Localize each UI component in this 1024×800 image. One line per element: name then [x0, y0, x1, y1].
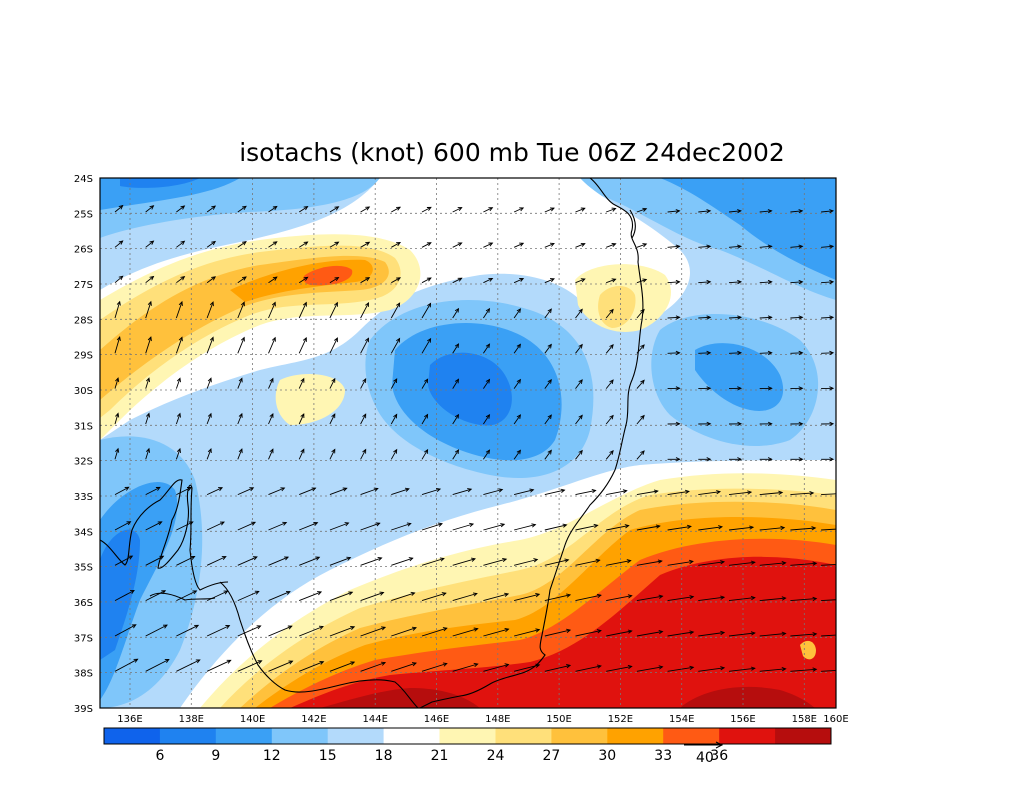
lon-label: 152E [608, 714, 633, 725]
latitude-axis: 24S 25S 26S 27S 28S 29S 30S 31S 32S 33S 34S 35S 36S 3… [74, 174, 93, 715]
graticule [100, 178, 836, 708]
colorbar-swatch [271, 728, 329, 744]
lat-label: 37S [74, 633, 93, 644]
lon-label: 158E [792, 714, 817, 725]
lat-label: 26S [74, 245, 93, 256]
colorbar-swatch [775, 728, 832, 744]
colorbar-label: 21 [431, 748, 449, 764]
lon-label: 136E [117, 714, 142, 725]
lat-label: 27S [74, 280, 93, 291]
lat-label: 25S [74, 209, 93, 220]
colorbar-label: 27 [542, 748, 560, 764]
colorbar-swatch [215, 728, 273, 744]
colorbar-swatch [495, 728, 552, 744]
wind-vectors [114, 204, 836, 672]
colorbar-swatch [719, 728, 776, 744]
colorbar-label: 6 [155, 748, 164, 764]
colorbar-swatch [663, 728, 720, 744]
colorbar-swatch [159, 728, 217, 744]
lat-label: 34S [74, 527, 93, 538]
reference-vector-label: 40 [696, 750, 714, 766]
lat-label: 36S [74, 598, 93, 609]
lon-label: 146E [424, 714, 449, 725]
colorbar-label: 30 [598, 748, 616, 764]
lat-label: 32S [74, 457, 93, 468]
colorbar-swatch [104, 728, 161, 744]
lon-label: 150E [546, 714, 571, 725]
map-title: isotachs (knot) 600 mb Tue 06Z 24dec2002 [239, 138, 785, 167]
lat-label: 33S [74, 492, 93, 503]
lat-label: 35S [74, 563, 93, 574]
colorbar-label: 33 [654, 748, 672, 764]
colorbar-label: 18 [375, 748, 393, 764]
lon-label: 156E [730, 714, 755, 725]
colorbar-label: 36 [710, 748, 728, 764]
colorbar: 6 9 12 15 18 21 24 27 30 33 36 [103, 727, 832, 764]
lat-label: 30S [74, 386, 93, 397]
lon-label: 140E [240, 714, 265, 725]
lon-label: 142E [301, 714, 326, 725]
lat-label: 24S [74, 174, 93, 185]
reference-vector: 40 [684, 741, 724, 766]
colorbar-label: 15 [319, 748, 337, 764]
colorbar-swatch [439, 728, 496, 744]
lat-label: 29S [74, 351, 93, 362]
colorbar-swatch [551, 728, 608, 744]
colorbar-swatch [607, 728, 664, 744]
colorbar-swatch [327, 728, 385, 744]
lon-label: 160E [823, 714, 848, 725]
lat-label: 39S [74, 704, 93, 715]
lat-label: 38S [74, 669, 93, 680]
lon-label: 138E [179, 714, 204, 725]
lon-label: 144E [362, 714, 387, 725]
colorbar-swatch [383, 728, 440, 744]
colorbar-label: 12 [263, 748, 281, 764]
lon-label: 154E [669, 714, 694, 725]
isotach-field [100, 178, 836, 708]
lon-label: 148E [485, 714, 510, 725]
colorbar-label: 24 [487, 748, 505, 764]
coastline [100, 178, 644, 708]
longitude-axis: 136E 138E 140E 142E 144E 146E 148E 150E 152E 154E… [117, 714, 848, 725]
colorbar-label: 9 [211, 748, 220, 764]
plot-frame [99, 177, 837, 709]
lat-label: 31S [74, 421, 93, 432]
lat-label: 28S [74, 315, 93, 326]
